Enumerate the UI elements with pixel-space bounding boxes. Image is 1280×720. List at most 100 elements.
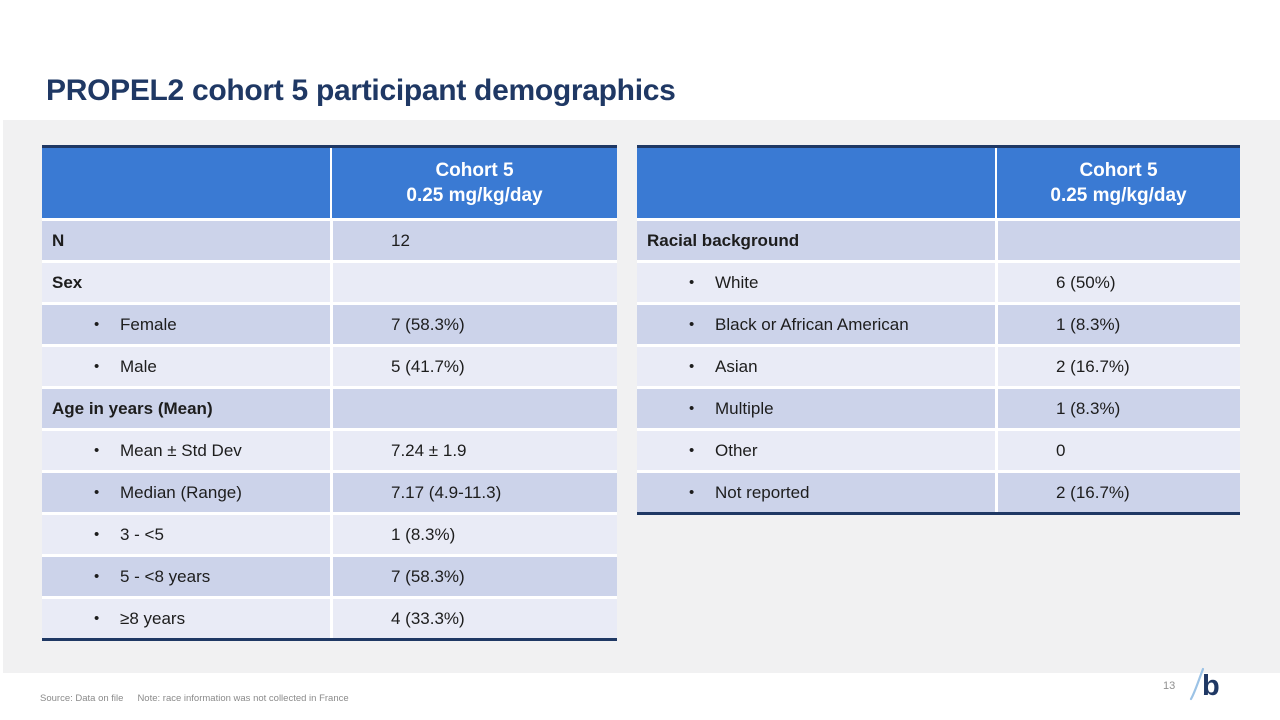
table-row: • 3 - <5 1 (8.3%) [42,512,617,554]
race-note: Note: race information was not collected… [137,693,349,704]
row-label-text: Male [120,356,157,376]
row-label: • Mean ± Std Dev [42,431,330,470]
table-row: Age in years (Mean) [42,386,617,428]
table-row: • ≥8 years 4 (33.3%) [42,596,617,638]
row-value [995,221,1240,260]
logo-letter: b [1202,670,1220,702]
row-label: • 3 - <5 [42,515,330,554]
header-line1: Cohort 5 [1079,160,1158,181]
table-row: • Not reported 2 (16.7%) [637,470,1240,512]
table-row: • Median (Range) 7.17 (4.9-11.3) [42,470,617,512]
page-title: PROPEL2 cohort 5 participant demographic… [46,74,676,108]
table-body: Racial background • White 6 (50%) • Black or … [637,218,1240,512]
header-value-cell: Cohort 5 0.25 mg/kg/day [330,148,617,218]
bullet-icon: • [689,400,695,417]
footer-note: Source: Data on file Note: race informati… [40,693,349,704]
bullet-icon: • [94,568,100,585]
row-label-text: N [52,230,65,250]
table-row: • White 6 (50%) [637,260,1240,302]
row-label-text: 3 - <5 [120,524,164,544]
table-row: • Multiple 1 (8.3%) [637,386,1240,428]
bullet-icon: • [94,610,100,627]
row-label: • Median (Range) [42,473,330,512]
bullet-icon: • [94,526,100,543]
source-note: Source: Data on file [40,693,124,704]
row-label-text: Racial background [647,230,800,250]
header-line1: Cohort 5 [435,160,514,181]
header-line2: 0.25 mg/kg/day [1050,185,1187,206]
row-label-text: Black or African American [715,314,909,334]
row-label: Racial background [637,221,995,260]
row-value: 1 (8.3%) [330,515,617,554]
row-value: 7 (58.3%) [330,557,617,596]
row-label: Sex [42,263,330,302]
row-value: 2 (16.7%) [995,347,1240,386]
table-row: • Other 0 [637,428,1240,470]
row-label-text: Median (Range) [120,482,242,502]
row-value: 0 [995,431,1240,470]
table-row: Racial background [637,218,1240,260]
header-value-cell: Cohort 5 0.25 mg/kg/day [995,148,1240,218]
row-label-text: Other [715,440,758,460]
row-label-text: Asian [715,356,758,376]
demographics-table: Cohort 5 0.25 mg/kg/day N 12 Sex • Female 7 (… [42,145,617,641]
header-line2: 0.25 mg/kg/day [406,185,543,206]
row-label: • Multiple [637,389,995,428]
row-label: • Not reported [637,473,995,512]
row-label: • ≥8 years [42,599,330,638]
row-value: 7.24 ± 1.9 [330,431,617,470]
row-value [330,389,617,428]
row-value: 7.17 (4.9-11.3) [330,473,617,512]
row-value: 1 (8.3%) [995,305,1240,344]
row-label-text: Age in years (Mean) [52,398,213,418]
bullet-icon: • [94,358,100,375]
page-number: 13 [1163,680,1176,692]
bullet-icon: • [689,316,695,333]
row-label: • Male [42,347,330,386]
row-label-text: Multiple [715,398,774,418]
bullet-icon: • [689,274,695,291]
header-label-cell [637,148,995,218]
table-row: • Black or African American 1 (8.3%) [637,302,1240,344]
table-row: • Male 5 (41.7%) [42,344,617,386]
bullet-icon: • [689,358,695,375]
bullet-icon: • [689,484,695,501]
row-value: 1 (8.3%) [995,389,1240,428]
row-label-text: Mean ± Std Dev [120,440,242,460]
row-value: 2 (16.7%) [995,473,1240,512]
table-row: • 5 - <8 years 7 (58.3%) [42,554,617,596]
row-value: 5 (41.7%) [330,347,617,386]
row-label: Age in years (Mean) [42,389,330,428]
racial-background-table: Cohort 5 0.25 mg/kg/day Racial backgroun… [637,145,1240,515]
row-value [330,263,617,302]
row-label: • Female [42,305,330,344]
table-header-row: Cohort 5 0.25 mg/kg/day [637,148,1240,218]
row-label: N [42,221,330,260]
row-label: • 5 - <8 years [42,557,330,596]
table-body: N 12 Sex • Female 7 (58.3%) • Male 5 (41.7%) Age … [42,218,617,638]
row-label-text: ≥8 years [120,608,186,628]
table-row: Sex [42,260,617,302]
bullet-icon: • [94,484,100,501]
table-row: • Asian 2 (16.7%) [637,344,1240,386]
company-logo: b [1188,667,1220,701]
row-label-text: Not reported [715,482,810,502]
header-label-cell [42,148,330,218]
bullet-icon: • [94,442,100,459]
row-value: 12 [330,221,617,260]
table-row: N 12 [42,218,617,260]
row-label: • Other [637,431,995,470]
table-header-row: Cohort 5 0.25 mg/kg/day [42,148,617,218]
row-value: 4 (33.3%) [330,599,617,638]
bullet-icon: • [689,442,695,459]
row-label-text: Sex [52,272,83,292]
row-label-text: 5 - <8 years [120,566,211,586]
row-label-text: White [715,272,759,292]
table-row: • Female 7 (58.3%) [42,302,617,344]
row-label-text: Female [120,314,177,334]
bullet-icon: • [94,316,100,333]
row-value: 7 (58.3%) [330,305,617,344]
row-label: • White [637,263,995,302]
row-label: • Black or African American [637,305,995,344]
logo-swoosh-icon [1189,667,1204,701]
